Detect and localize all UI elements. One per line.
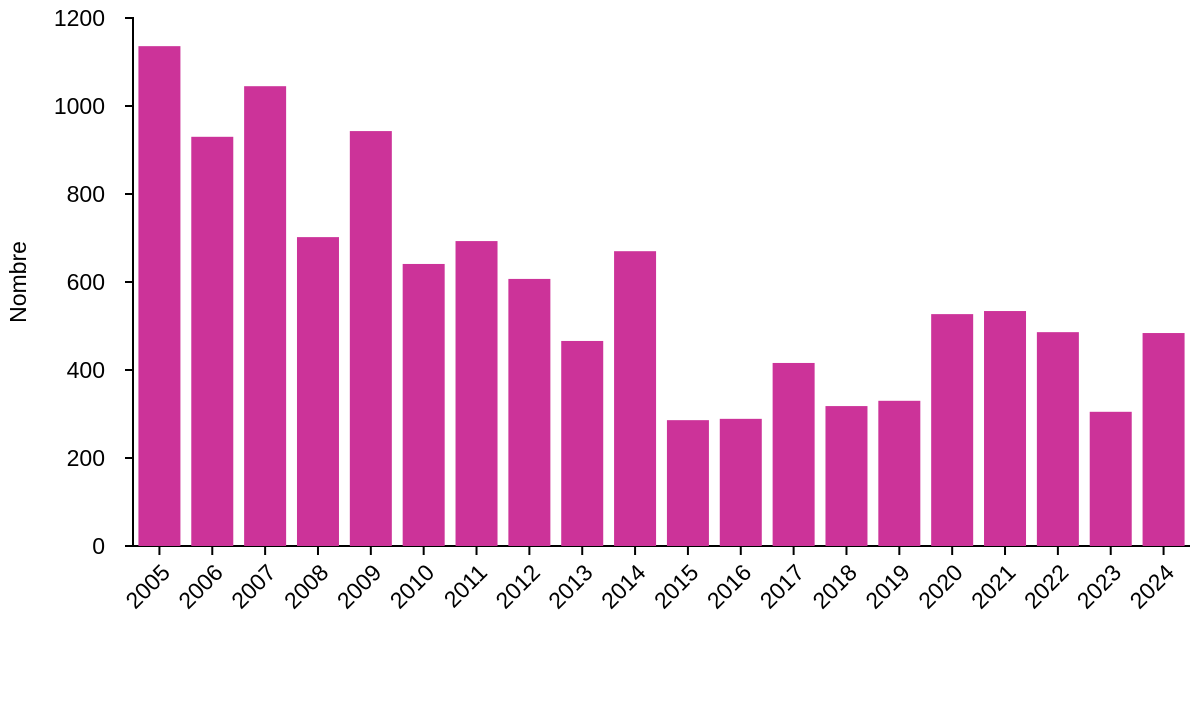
x-tick-label: 2018 (807, 559, 862, 614)
x-tick-label: 2005 (120, 559, 175, 614)
bar (455, 241, 498, 546)
bar (984, 311, 1027, 546)
x-tick-label: 2020 (913, 559, 968, 614)
bar (561, 340, 604, 546)
y-tick-label: 400 (67, 357, 105, 383)
bar (772, 362, 815, 546)
x-tick-label: 2017 (755, 559, 810, 614)
x-tick-label: 2010 (385, 559, 440, 614)
x-tick-label: 2019 (860, 559, 915, 614)
x-tick-label: 2015 (649, 559, 704, 614)
bar (878, 400, 921, 546)
x-tick-label: 2006 (173, 559, 228, 614)
y-tick-label: 0 (92, 533, 105, 559)
x-tick-label: 2013 (543, 559, 598, 614)
bar (191, 136, 234, 547)
y-axis-label: Nombre (5, 241, 31, 323)
y-tick-label: 800 (67, 181, 105, 207)
x-tick-label: 2024 (1125, 559, 1180, 614)
x-tick-label: 2023 (1072, 559, 1127, 614)
y-tick-label: 1200 (54, 5, 105, 31)
bar (296, 237, 339, 546)
bar (719, 418, 762, 546)
bar (244, 86, 287, 546)
bar (402, 263, 445, 546)
bar (614, 251, 657, 546)
x-tick-label: 2021 (966, 559, 1021, 614)
y-tick-label: 600 (67, 269, 105, 295)
x-tick-label: 2008 (279, 559, 334, 614)
x-tick-label: 2022 (1019, 559, 1074, 614)
bar (666, 420, 709, 546)
bar (1036, 332, 1079, 546)
bar (138, 46, 181, 546)
y-tick-label: 1000 (54, 93, 105, 119)
x-tick-label: 2011 (439, 559, 492, 612)
x-tick-label: 2014 (596, 559, 651, 614)
bar (349, 131, 392, 546)
x-tick-label: 2012 (490, 559, 545, 614)
bar (1142, 333, 1185, 546)
bar (508, 278, 551, 546)
bar (931, 314, 974, 546)
bar (825, 406, 868, 546)
x-tick-label: 2016 (702, 559, 757, 614)
x-tick-label: 2009 (332, 559, 387, 614)
y-tick-label: 200 (67, 445, 105, 471)
bar (1089, 411, 1132, 546)
x-tick-label: 2007 (226, 559, 281, 614)
